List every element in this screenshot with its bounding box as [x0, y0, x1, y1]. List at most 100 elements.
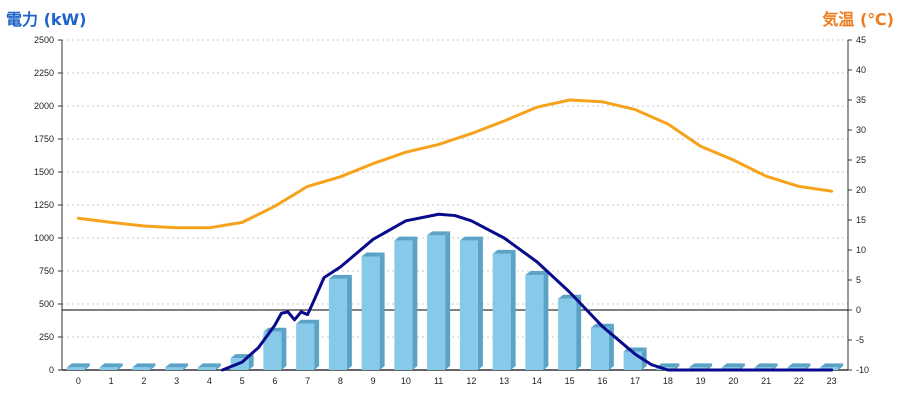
- bar-side: [248, 354, 254, 370]
- x-tick-label: 0: [76, 376, 81, 386]
- x-tick-label: 11: [434, 376, 443, 386]
- bar-top: [132, 363, 156, 368]
- bar-side: [674, 363, 680, 370]
- bar-side: [576, 294, 582, 370]
- x-tick-label: 23: [827, 376, 837, 386]
- left-tick-label: 500: [39, 299, 54, 309]
- bar-top: [66, 363, 90, 368]
- bar-top: [361, 252, 385, 257]
- bar-top: [721, 363, 745, 368]
- bar: [99, 367, 118, 370]
- x-tick-label: 19: [696, 376, 706, 386]
- bar-side: [838, 363, 844, 370]
- bar: [427, 235, 446, 370]
- bar-top: [296, 319, 320, 324]
- bar-top: [492, 249, 516, 254]
- bar-top: [820, 363, 844, 368]
- bar-top: [165, 363, 189, 368]
- x-tick-label: 16: [597, 376, 607, 386]
- bar: [459, 240, 478, 370]
- bar: [492, 253, 511, 370]
- bar: [66, 367, 85, 370]
- bar-side: [543, 270, 549, 370]
- x-tick-label: 18: [663, 376, 673, 386]
- bar-side: [215, 363, 221, 370]
- right-tick-label: 10: [856, 245, 866, 255]
- x-tick-label: 7: [305, 376, 310, 386]
- bar-side: [707, 363, 713, 370]
- temperature-line: [76, 98, 834, 230]
- bar: [623, 351, 642, 370]
- bar-side: [314, 319, 320, 370]
- left-tick-label: 2250: [34, 68, 54, 78]
- right-tick-label: -5: [856, 335, 864, 345]
- left-tick-label: 750: [39, 266, 54, 276]
- right-tick-label: 35: [856, 95, 866, 105]
- right-tick-label: 15: [856, 215, 866, 225]
- bar-top: [427, 231, 451, 236]
- right-tick-label: 30: [856, 125, 866, 135]
- x-tick-label: 1: [109, 376, 114, 386]
- bar-side: [346, 274, 352, 370]
- left-tick-label: 250: [39, 332, 54, 342]
- left-tick-label: 1000: [34, 233, 54, 243]
- bar: [394, 240, 413, 370]
- bar-top: [525, 270, 549, 275]
- left-tick-label: 2500: [34, 35, 54, 45]
- x-tick-label: 5: [240, 376, 245, 386]
- x-tick-label: 10: [401, 376, 411, 386]
- right-tick-label: 20: [856, 185, 866, 195]
- bar: [590, 327, 609, 370]
- x-tick-label: 14: [532, 376, 542, 386]
- left-axis-title: 電力 (kW): [6, 10, 87, 29]
- bar-top: [99, 363, 123, 368]
- bar-side: [739, 363, 745, 370]
- bar-top: [197, 363, 221, 368]
- bar: [296, 323, 315, 370]
- x-tick-label: 12: [466, 376, 476, 386]
- left-tick-label: 0: [49, 365, 54, 375]
- x-tick-label: 8: [338, 376, 343, 386]
- right-tick-label: 40: [856, 65, 866, 75]
- bar-side: [150, 363, 156, 370]
- bar-top: [787, 363, 811, 368]
- bar: [263, 331, 282, 370]
- bar-top: [328, 274, 352, 279]
- right-tick-label: 45: [856, 35, 866, 45]
- right-axis-title: 気温 (℃): [822, 10, 894, 29]
- bar-side: [281, 327, 287, 370]
- right-tick-label: 0: [856, 305, 861, 315]
- bar-top: [656, 363, 680, 368]
- power-line: [220, 212, 834, 372]
- left-tick-label: 2000: [34, 101, 54, 111]
- right-tick-label: 5: [856, 275, 861, 285]
- bar-top: [754, 363, 778, 368]
- bar-side: [84, 363, 90, 370]
- x-tick-label: 20: [728, 376, 738, 386]
- x-tick-label: 9: [371, 376, 376, 386]
- x-tick-label: 21: [761, 376, 771, 386]
- x-tick-label: 13: [499, 376, 509, 386]
- bar-side: [379, 252, 385, 370]
- right-tick-label: 25: [856, 155, 866, 165]
- bar: [525, 274, 544, 370]
- left-tick-label: 1250: [34, 200, 54, 210]
- bar-side: [510, 249, 516, 370]
- bar: [558, 298, 577, 370]
- bar-top: [394, 236, 418, 241]
- bar: [132, 367, 151, 370]
- x-tick-label: 17: [630, 376, 640, 386]
- bar-side: [477, 236, 483, 370]
- bar-side: [183, 363, 189, 370]
- x-tick-label: 6: [272, 376, 277, 386]
- x-tick-label: 22: [794, 376, 804, 386]
- bar-side: [445, 231, 451, 370]
- bar: [197, 367, 216, 370]
- x-tick-label: 15: [565, 376, 575, 386]
- bar-top: [689, 363, 713, 368]
- bar: [328, 278, 347, 370]
- right-tick-label: -10: [856, 365, 869, 375]
- left-tick-label: 1500: [34, 167, 54, 177]
- bar: [165, 367, 184, 370]
